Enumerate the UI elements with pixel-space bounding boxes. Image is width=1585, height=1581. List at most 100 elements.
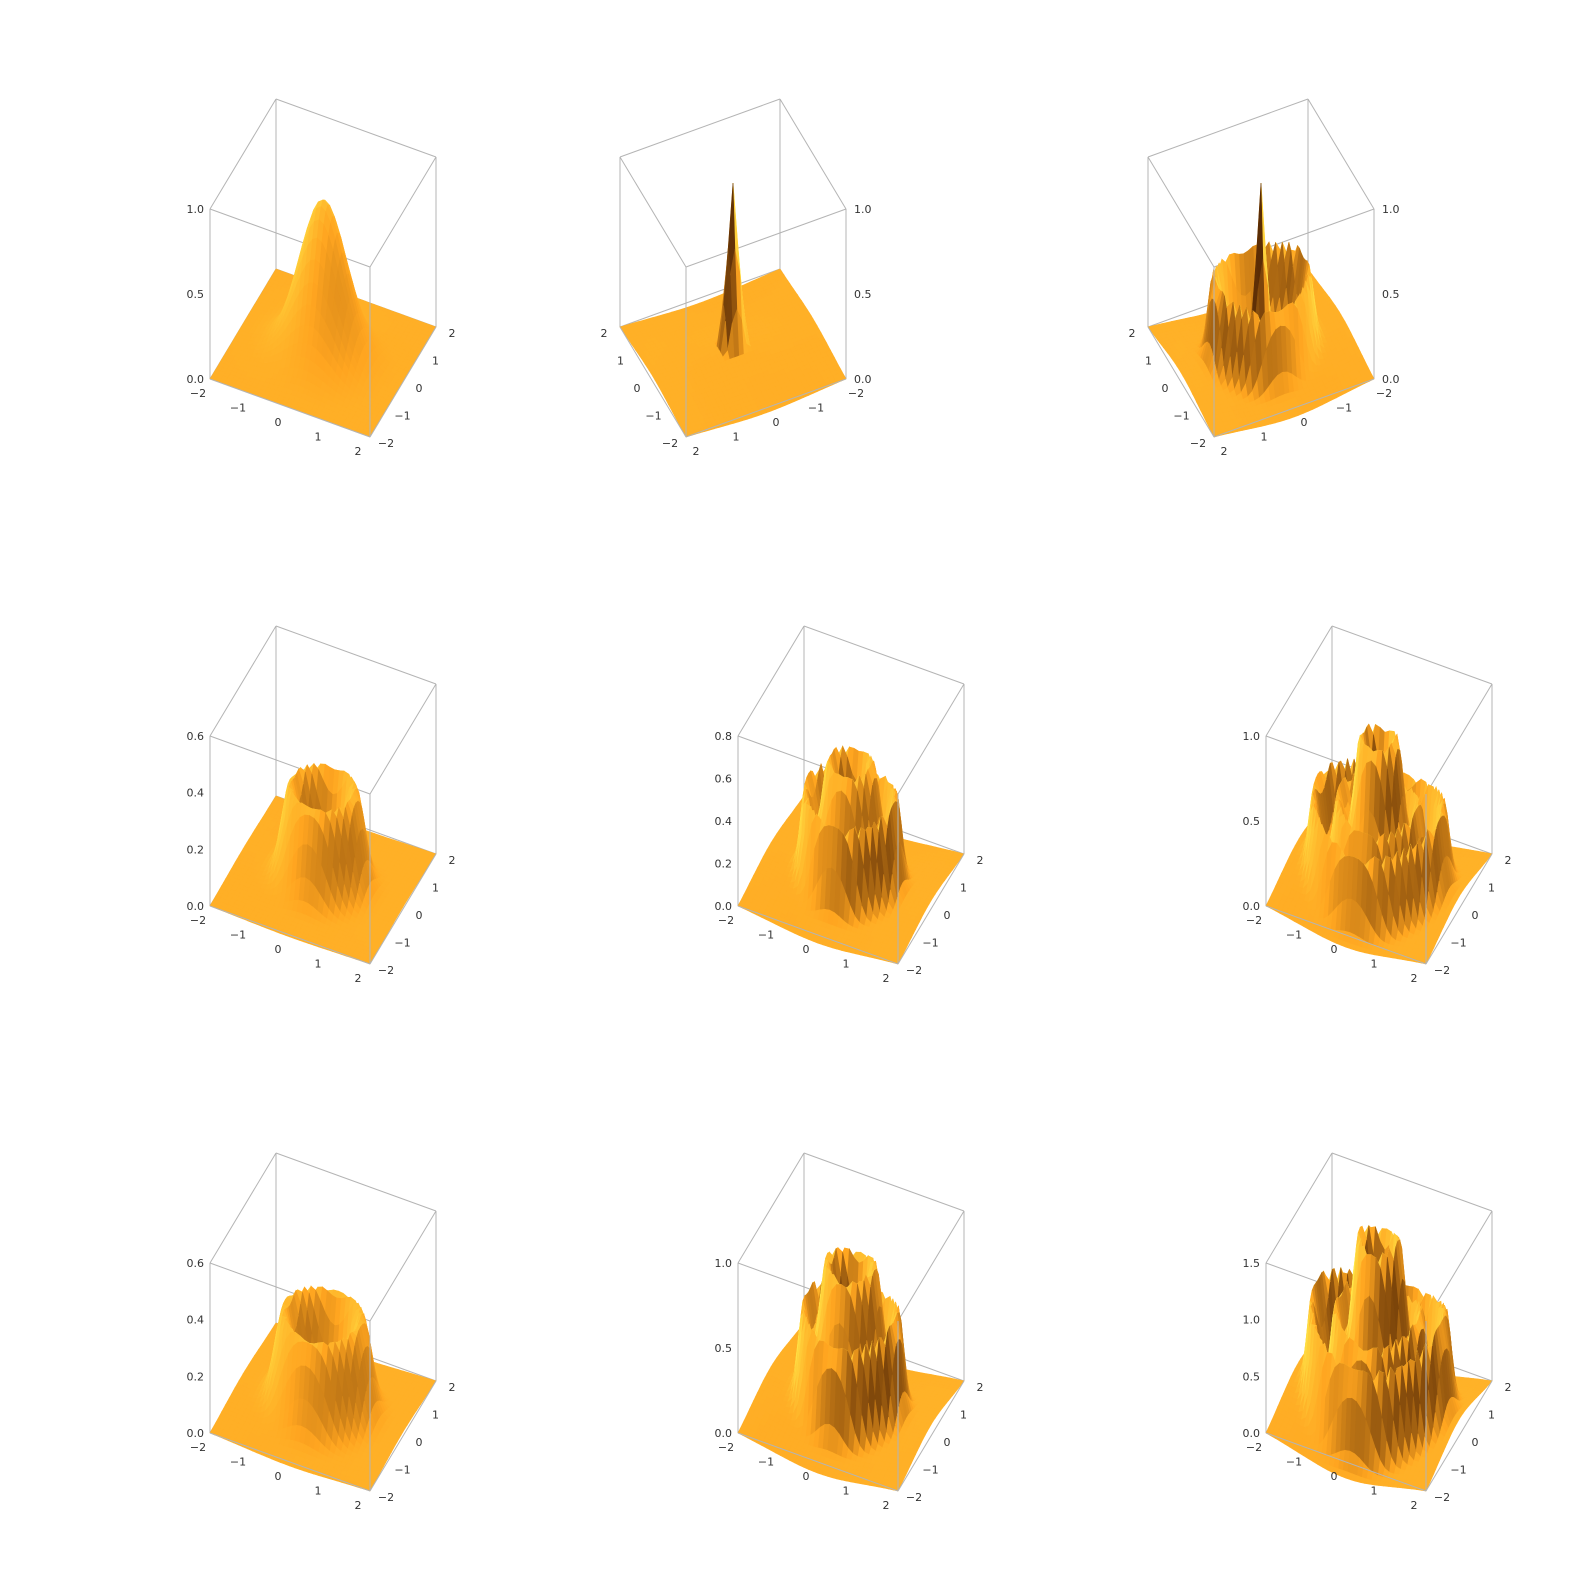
box-edge (779, 98, 847, 210)
box-edge (209, 905, 371, 965)
y-tick-label: −1 (1173, 410, 1189, 423)
box-edge (619, 326, 687, 438)
tick-labels: −2 −1 0 1 2 −2 −1 0 1 2 0.0 0.5 1.0 (1129, 203, 1400, 458)
surface-plot-svg: −2 −1 0 1 2 −2 −1 0 1 2 0.0 0.5 1.0 (187, 98, 456, 458)
x-tick-label: 1 (1261, 431, 1268, 444)
x-tick-label: 2 (355, 445, 362, 458)
bounding-box-front (209, 794, 437, 965)
box-edge (897, 683, 965, 795)
x-tick-label: 0 (275, 943, 282, 956)
surface-plot-svg: −2 −1 0 1 2 −2 −1 0 1 2 0.0 0.5 1.0 (1129, 98, 1400, 458)
z-tick-label: 0.4 (187, 787, 205, 800)
z-tick-label: 0.0 (854, 373, 872, 386)
x-tick-label: 2 (1221, 445, 1228, 458)
bounding-box-front (209, 267, 437, 438)
y-tick-label: 0 (416, 909, 423, 922)
box-edge (369, 156, 437, 268)
box-edge (619, 268, 781, 328)
x-tick-label: −2 (1376, 387, 1392, 400)
box-edge (1147, 156, 1215, 268)
y-tick-label: 0 (634, 382, 641, 395)
x-tick-label: 1 (315, 431, 322, 444)
bounding-box-front (619, 267, 847, 438)
box-edge (209, 378, 371, 438)
box-edge (619, 98, 781, 158)
y-tick-label: −2 (378, 437, 394, 450)
y-tick-label: −1 (394, 937, 410, 950)
y-tick-label: 0 (1162, 382, 1169, 395)
box-edge (275, 625, 437, 685)
y-tick-label: 0 (416, 382, 423, 395)
box-edge (1213, 378, 1375, 438)
surface-mesh (737, 745, 965, 965)
surface-plot-5: −2 −1 0 1 2 −2 −1 0 1 2 0.0 0.2 0.4 0.6 0.8 (528, 527, 1056, 1054)
box-edge (619, 156, 687, 268)
box-edge (369, 326, 437, 438)
y-tick-label: 1 (617, 355, 624, 368)
surface-mesh (619, 182, 847, 438)
box-edge (209, 625, 277, 737)
y-tick-label: 2 (449, 327, 456, 340)
box-edge (685, 208, 847, 268)
x-tick-label: −1 (808, 402, 824, 415)
x-tick-label: −2 (190, 387, 206, 400)
box-edge (737, 625, 805, 737)
x-tick-label: 1 (315, 958, 322, 971)
bounding-box-front (1147, 267, 1375, 438)
y-tick-label: 1 (1145, 355, 1152, 368)
surface-plot-svg: −2 −1 0 1 2 −2 −1 0 1 2 0.0 0.5 1.0 (601, 98, 872, 458)
z-tick-label: 0.5 (187, 288, 205, 301)
surface-plot-4: −2 −1 0 1 2 −2 −1 0 1 2 0.0 0.2 0.4 0.6 (0, 527, 528, 1054)
box-edge (803, 625, 965, 685)
x-tick-label: −2 (190, 914, 206, 927)
z-tick-label: 1.0 (187, 203, 205, 216)
surface-plot-3: −2 −1 0 1 2 −2 −1 0 1 2 0.0 0.5 1.0 (1056, 0, 1584, 527)
z-tick-label: 1.0 (854, 203, 872, 216)
x-tick-label: −1 (1336, 402, 1352, 415)
box-edge (1147, 326, 1215, 438)
tick-labels: −2 −1 0 1 2 −2 −1 0 1 2 0.0 0.5 1.0 (601, 203, 872, 458)
z-tick-label: 0.5 (1382, 288, 1400, 301)
box-edge (209, 98, 277, 210)
tick-labels: −2 −1 0 1 2 −2 −1 0 1 2 0.0 0.5 1.0 (187, 203, 456, 458)
z-tick-label: 0.2 (187, 843, 205, 856)
x-tick-label: −1 (230, 929, 246, 942)
box-edge (275, 98, 437, 158)
box-edge (369, 683, 437, 795)
y-tick-label: −2 (378, 964, 394, 977)
z-tick-label: 0.0 (187, 900, 205, 913)
box-edge (1147, 98, 1309, 158)
x-tick-label: −1 (230, 402, 246, 415)
y-tick-label: 1 (432, 882, 439, 895)
y-tick-label: 1 (432, 355, 439, 368)
x-tick-label: −2 (848, 387, 864, 400)
z-tick-label: 0.0 (187, 373, 205, 386)
x-tick-label: 0 (275, 416, 282, 429)
box-edge (1307, 98, 1375, 210)
x-tick-label: 1 (733, 431, 740, 444)
y-tick-label: 2 (1129, 327, 1136, 340)
box-edge (685, 378, 847, 438)
z-tick-label: 0.5 (854, 288, 872, 301)
z-tick-label: 0.6 (187, 730, 205, 743)
box-edge (369, 853, 437, 965)
surface-plot-2: −2 −1 0 1 2 −2 −1 0 1 2 0.0 0.5 1.0 (528, 0, 1056, 527)
x-tick-label: 0 (773, 416, 780, 429)
y-tick-label: −2 (1190, 437, 1206, 450)
z-tick-label: 1.0 (1382, 203, 1400, 216)
y-tick-label: −2 (662, 437, 678, 450)
surface-mesh (209, 199, 437, 438)
y-tick-label: −1 (645, 410, 661, 423)
y-tick-label: −1 (394, 410, 410, 423)
surface-mesh (1147, 182, 1375, 438)
z-tick-label: 0.0 (1382, 373, 1400, 386)
x-tick-label: 2 (693, 445, 700, 458)
y-tick-label: 2 (601, 327, 608, 340)
y-tick-label: 2 (449, 854, 456, 867)
surface-plot-1: −2 −1 0 1 2 −2 −1 0 1 2 0.0 0.5 1.0 (0, 0, 528, 527)
x-tick-label: 0 (1301, 416, 1308, 429)
